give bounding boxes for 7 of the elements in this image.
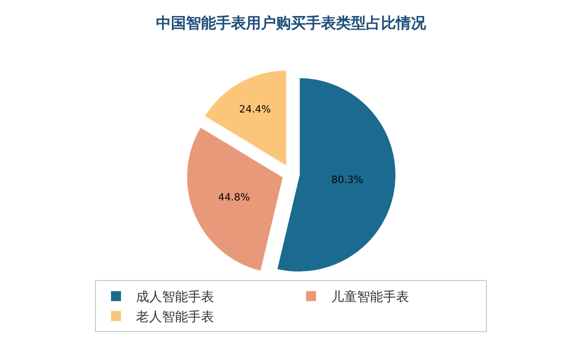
data-label: 80.3% [331,175,364,186]
data-label: 24.4% [239,104,271,116]
chart-title: 中国智能手表用户购买手表类型占比情况 [156,14,427,32]
legend-label: 成人智能手表 [136,290,214,306]
legend-label: 老人智能手表 [136,310,214,326]
data-label: 44.8% [218,192,250,204]
legend-label: 儿童智能手表 [331,289,409,306]
